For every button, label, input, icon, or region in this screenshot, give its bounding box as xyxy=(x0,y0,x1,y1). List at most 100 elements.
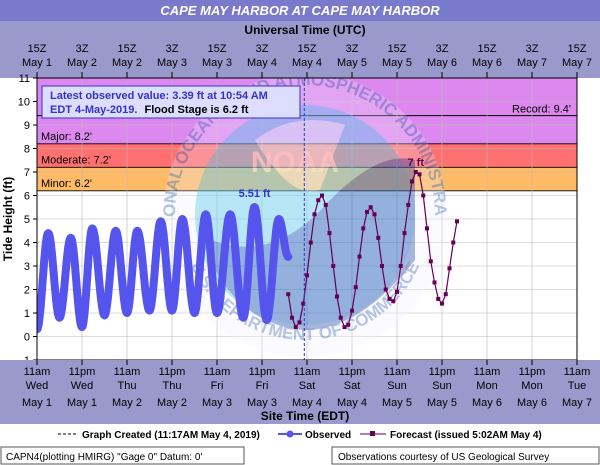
forecast-point xyxy=(395,289,399,294)
top-tick-date: May 3 xyxy=(202,57,232,69)
forecast-point xyxy=(436,296,441,301)
bottom-tick-label: 11am xyxy=(294,366,321,378)
legend-created: Graph Created (11:17AM May 4, 2019) xyxy=(82,430,260,441)
observed-point xyxy=(67,234,75,242)
top-tick-date: May 5 xyxy=(382,57,412,69)
observed-point xyxy=(275,215,283,223)
forecast-point xyxy=(316,198,321,203)
observed-point xyxy=(239,314,247,322)
bottom-tick-day: Sun xyxy=(387,380,407,392)
flood-band-label-2: Major: 8.2' xyxy=(41,131,92,143)
bottom-tick-label: 11am xyxy=(474,366,501,378)
bottom-tick-label: 11pm xyxy=(249,366,276,378)
forecast-point xyxy=(353,285,358,290)
top-tick-label: 15Z xyxy=(118,43,137,55)
info-box: Latest observed value: 3.39 ft at 10:54 … xyxy=(41,85,301,119)
legend-observed: Observed xyxy=(305,430,351,441)
observed-point xyxy=(178,215,186,223)
observed-point xyxy=(202,210,210,218)
top-tick-date: May 4 xyxy=(247,57,277,69)
bottom-tick-date: May 7 xyxy=(562,397,592,409)
bottom-tick-label: 11am xyxy=(24,366,51,378)
top-tick-label: 15Z xyxy=(568,43,587,55)
observed-point xyxy=(263,316,271,324)
bottom-tick-date: May 6 xyxy=(517,397,547,409)
forecast-point xyxy=(357,254,362,259)
bottom-tick-day: Sun xyxy=(432,380,452,392)
top-tick-label: 15Z xyxy=(208,43,227,55)
bottom-tick-day: Tue xyxy=(568,380,587,392)
observed-point xyxy=(146,307,153,315)
bottom-tick-label: 11am xyxy=(384,366,411,378)
observed-point xyxy=(251,203,258,211)
bottom-tick-label: 11pm xyxy=(159,366,186,378)
record-label: Record: 9.4' xyxy=(512,104,571,116)
top-tick-date: May 7 xyxy=(562,57,592,69)
forecast-point xyxy=(327,231,332,236)
top-tick-date: May 6 xyxy=(472,57,502,69)
top-tick-date: May 2 xyxy=(112,57,142,69)
bottom-tick-day: Thu xyxy=(118,380,137,392)
forecast-point xyxy=(323,202,328,207)
forecast-point xyxy=(432,280,437,285)
observed-point xyxy=(226,210,234,218)
forecast-point xyxy=(428,259,433,264)
flood-band-label-0: Minor: 6.2' xyxy=(41,178,92,190)
forecast-point xyxy=(380,264,384,268)
forecast-point xyxy=(383,287,388,292)
bottom-tick-date: May 4 xyxy=(292,397,322,409)
bottom-axis-band xyxy=(0,360,600,424)
forecast-point xyxy=(301,301,306,306)
observed-point xyxy=(168,307,176,315)
info-line-1: Latest observed value: 3.39 ft at 10:54 … xyxy=(50,90,268,102)
top-tick-label: 15Z xyxy=(478,43,497,55)
observed-point xyxy=(213,309,221,317)
top-tick-date: May 6 xyxy=(427,57,457,69)
observed-point xyxy=(78,323,86,331)
bottom-tick-date: May 1 xyxy=(22,397,52,409)
observed-point xyxy=(191,309,198,317)
y-axis: -101234567891011 xyxy=(18,73,37,367)
top-tick-date: May 7 xyxy=(517,57,547,69)
forecast-point xyxy=(447,266,452,271)
bottom-tick-day: Fri xyxy=(256,380,269,392)
observed-point xyxy=(88,224,96,232)
top-tick-label: 3Z xyxy=(76,43,89,55)
legend-forecast: Forecast (issued 5:02AM May 4) xyxy=(390,430,542,441)
forecast-point xyxy=(308,240,313,245)
y-tick-label: 10 xyxy=(18,97,30,109)
forecast-point xyxy=(413,170,418,174)
bottom-tick-date: May 1 xyxy=(67,397,97,409)
forecast-point xyxy=(451,240,456,245)
y-axis-title: Tide Height (ft) xyxy=(1,177,15,261)
bottom-tick-date: May 2 xyxy=(157,397,187,409)
top-tick-label: 3Z xyxy=(166,43,179,55)
forecast-point xyxy=(410,179,414,184)
top-tick-label: 3Z xyxy=(346,43,359,55)
top-axis-title: Universal Time (UTC) xyxy=(244,23,365,37)
forecast-point xyxy=(338,315,343,320)
forecast-point xyxy=(402,231,407,236)
forecast-point xyxy=(417,172,422,177)
forecast-point xyxy=(425,226,429,231)
observed-point xyxy=(101,311,108,319)
bottom-tick-label: 11pm xyxy=(69,366,96,378)
forecast-point xyxy=(372,212,377,217)
bottom-axis-title: Site Time (EDT) xyxy=(261,409,349,423)
y-tick-label: 7 xyxy=(24,167,30,179)
forecast-point xyxy=(335,294,339,299)
forecast-point xyxy=(286,292,291,297)
bottom-tick-label: 11am xyxy=(564,366,591,378)
observed-point xyxy=(112,227,120,235)
y-tick-label: 1 xyxy=(24,308,30,320)
forecast-point xyxy=(293,325,298,330)
observed-point xyxy=(133,227,141,235)
top-tick-date: May 5 xyxy=(337,57,367,69)
forecast-point xyxy=(398,264,403,268)
top-tick-date: May 1 xyxy=(22,57,52,69)
footer: CAPN4(plotting HMIRG) "Gage 0" Datum: 0'… xyxy=(0,446,600,465)
forecast-point xyxy=(312,212,317,217)
top-tick-label: 3Z xyxy=(436,43,449,55)
plot-area: NOAA NATIONAL OCEANIC AND ATMOSPHERIC AD… xyxy=(36,77,578,361)
